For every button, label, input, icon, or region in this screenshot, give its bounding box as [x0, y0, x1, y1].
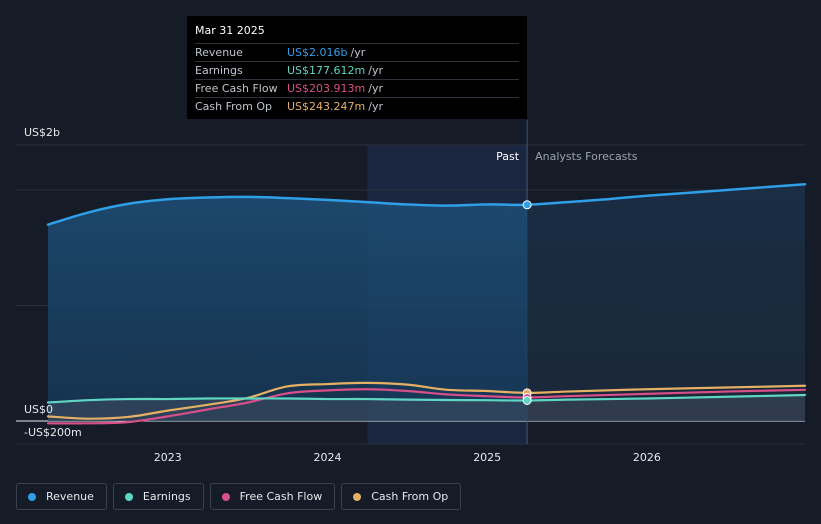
legend-item-cash-from-op[interactable]: Cash From Op	[341, 483, 462, 510]
tooltip-value: US$2.016b	[287, 46, 348, 59]
revenue-line	[46, 182, 807, 226]
tooltip-value: US$177.612m	[287, 64, 366, 77]
tooltip: Mar 31 2025 Revenue US$2.016b /yr Earnin…	[187, 16, 527, 119]
tooltip-label: Cash From Op	[195, 100, 273, 113]
legend-item-earnings[interactable]: Earnings	[112, 483, 204, 510]
cash-from-op-line	[46, 381, 807, 420]
tooltip-label: Earnings	[195, 64, 243, 77]
legend-label: Free Cash Flow	[239, 490, 323, 503]
x-tick-label: 2024	[313, 451, 341, 464]
tooltip-row-revenue: Revenue US$2.016b /yr	[195, 43, 519, 61]
tooltip-row-free-cash-flow: Free Cash Flow US$203.913m /yr	[195, 79, 519, 97]
legend: Revenue Earnings Free Cash Flow Cash Fro…	[16, 483, 462, 510]
earnings-marker	[522, 395, 532, 405]
x-tick-label: 2023	[154, 451, 182, 464]
earnings-line	[46, 393, 807, 404]
tooltip-label: Revenue	[195, 46, 243, 59]
tooltip-unit: /yr	[368, 82, 383, 95]
tooltip-value: US$203.913m	[287, 82, 366, 95]
x-tick-label: 2026	[633, 451, 661, 464]
tooltip-date: Mar 31 2025	[195, 24, 265, 37]
tooltip-unit: /yr	[350, 46, 366, 59]
revenue-area-forecast	[527, 184, 805, 421]
tooltip-row-cash-from-op: Cash From Op US$243.247m /yr	[195, 97, 519, 115]
earnings-dot-icon	[124, 492, 133, 501]
earnings-area	[48, 395, 805, 421]
tooltip-value: US$243.247m	[287, 100, 366, 113]
legend-item-revenue[interactable]: Revenue	[16, 483, 107, 510]
revenue-dot-icon	[28, 492, 36, 501]
tooltip-row-earnings: Earnings US$177.612m /yr	[195, 61, 519, 79]
legend-label: Cash From Op	[371, 490, 449, 503]
forecast-label: Analysts Forecasts	[535, 150, 638, 163]
legend-label: Earnings	[142, 490, 191, 503]
y-label-zero: US$0	[24, 403, 53, 416]
cash-from-op-dot-icon	[353, 492, 362, 501]
x-tick-label: 2025	[473, 451, 501, 464]
revenue-marker	[522, 200, 532, 210]
legend-item-free-cash-flow[interactable]: Free Cash Flow	[209, 483, 336, 510]
tooltip-label: Free Cash Flow	[195, 82, 278, 95]
free-cash-flow-line	[46, 388, 807, 425]
free-cash-flow-dot-icon	[221, 492, 230, 501]
legend-label: Revenue	[46, 490, 94, 503]
tooltip-unit: /yr	[368, 100, 383, 113]
y-label-top: US$2b	[24, 126, 60, 139]
revenue-area-past	[48, 196, 528, 421]
past-label: Past	[496, 150, 520, 163]
y-label-bottom: -US$200m	[24, 426, 82, 439]
tooltip-unit: /yr	[368, 64, 383, 77]
